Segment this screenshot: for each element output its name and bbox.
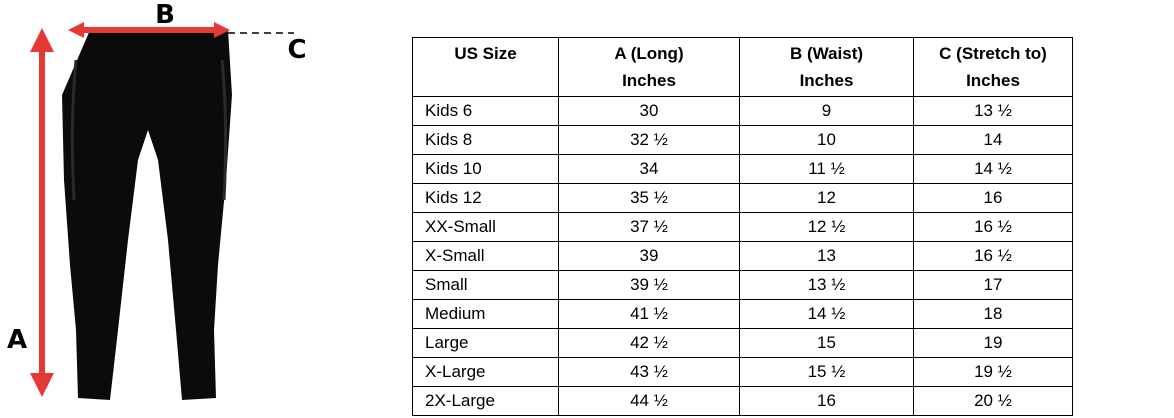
measure-cell: 34 <box>558 154 740 184</box>
arrow-b-head <box>214 22 230 38</box>
table-row: Small 39 ½ 13 ½ 17 <box>412 270 1073 300</box>
measure-cell: 19 <box>913 328 1073 358</box>
measure-cell: 32 ½ <box>558 125 740 155</box>
size-cell: XX-Small <box>412 212 559 242</box>
size-cell: 2X-Large <box>412 386 559 416</box>
measure-cell: 13 <box>739 241 914 271</box>
measure-cell: 39 <box>558 241 740 271</box>
header-text: Inches <box>799 71 854 90</box>
size-cell: Large <box>412 328 559 358</box>
measure-cell: 42 ½ <box>558 328 740 358</box>
measure-cell: 16 <box>913 183 1073 213</box>
measure-cell: 15 <box>739 328 914 358</box>
measure-cell: 44 ½ <box>558 386 740 416</box>
table-row: Medium 41 ½ 14 ½ 18 <box>412 299 1073 329</box>
pants-seam <box>70 59 228 201</box>
measure-cell: 16 ½ <box>913 241 1073 271</box>
table-row: Large 42 ½ 15 19 <box>412 328 1073 358</box>
table-row: X-Large 43 ½ 15 ½ 19 ½ <box>412 357 1073 387</box>
size-cell: X-Small <box>412 241 559 271</box>
measure-cell: 11 ½ <box>739 154 914 184</box>
label-a: A <box>7 325 27 355</box>
table-row: X-Small 39 13 16 ½ <box>412 241 1073 271</box>
measure-cell: 9 <box>739 96 914 126</box>
size-cell: Kids 12 <box>412 183 559 213</box>
table-row: Kids 10 34 11 ½ 14 ½ <box>412 154 1073 184</box>
measure-cell: 30 <box>558 96 740 126</box>
header-text: B (Waist) <box>789 44 864 63</box>
measure-cell: 14 ½ <box>913 154 1073 184</box>
header-cell: B (Waist) Inches <box>739 37 914 97</box>
header-cell: A (Long) Inches <box>558 37 740 97</box>
header-cell: C (Stretch to) Inches <box>913 37 1073 97</box>
measure-cell: 12 <box>739 183 914 213</box>
header-row: US Size A (Long) Inches B (Waist) Inches C (S… <box>412 37 1073 97</box>
arrow-a-head <box>30 373 54 397</box>
measure-cell: 18 <box>913 299 1073 329</box>
arrow-b-head <box>68 22 84 38</box>
measure-cell: 41 ½ <box>558 299 740 329</box>
measure-cell: 12 ½ <box>739 212 914 242</box>
header-text: Inches <box>622 71 676 90</box>
pants-illustration <box>62 30 232 400</box>
measure-cell: 20 ½ <box>913 386 1073 416</box>
size-diagram: B C A <box>7 0 307 400</box>
size-cell: Medium <box>412 299 559 329</box>
header-text: US Size <box>454 44 517 63</box>
measure-cell: 39 ½ <box>558 270 740 300</box>
size-table: US Size A (Long) Inches B (Waist) Inches C (S… <box>412 37 1073 416</box>
size-cell: Kids 10 <box>412 154 559 184</box>
size-cell: Small <box>412 270 559 300</box>
header-cell: US Size <box>412 37 559 97</box>
measure-cell: 13 ½ <box>739 270 914 300</box>
size-cell: Kids 8 <box>412 125 559 155</box>
arrow-a-head <box>30 28 54 52</box>
measure-cell: 10 <box>739 125 914 155</box>
measure-cell: 35 ½ <box>558 183 740 213</box>
measure-cell: 43 ½ <box>558 357 740 387</box>
measure-cell: 16 <box>739 386 914 416</box>
table-row: XX-Small 37 ½ 12 ½ 16 ½ <box>412 212 1073 242</box>
size-cell: Kids 6 <box>412 96 559 126</box>
table-row: Kids 12 35 ½ 12 16 <box>412 183 1073 213</box>
table-row: Kids 6 30 9 13 ½ <box>412 96 1073 126</box>
label-b: B <box>155 0 175 30</box>
header-text: Inches <box>966 71 1020 90</box>
header-text: A (Long) <box>614 44 684 63</box>
measure-cell: 15 ½ <box>739 357 914 387</box>
size-cell: X-Large <box>412 357 559 387</box>
table-body: Kids 6 30 9 13 ½ Kids 8 32 ½ 10 14 Kids 10 34 11 ½… <box>412 96 1073 416</box>
header-text: C (Stretch to) <box>939 44 1047 63</box>
label-c: C <box>287 35 306 65</box>
measure-cell: 13 ½ <box>913 96 1073 126</box>
measure-cell: 17 <box>913 270 1073 300</box>
measure-cell: 16 ½ <box>913 212 1073 242</box>
measure-cell: 19 ½ <box>913 357 1073 387</box>
measure-cell: 37 ½ <box>558 212 740 242</box>
table-row: Kids 8 32 ½ 10 14 <box>412 125 1073 155</box>
measure-cell: 14 <box>913 125 1073 155</box>
measure-cell: 14 ½ <box>739 299 914 329</box>
table-row: 2X-Large 44 ½ 16 20 ½ <box>412 386 1073 416</box>
